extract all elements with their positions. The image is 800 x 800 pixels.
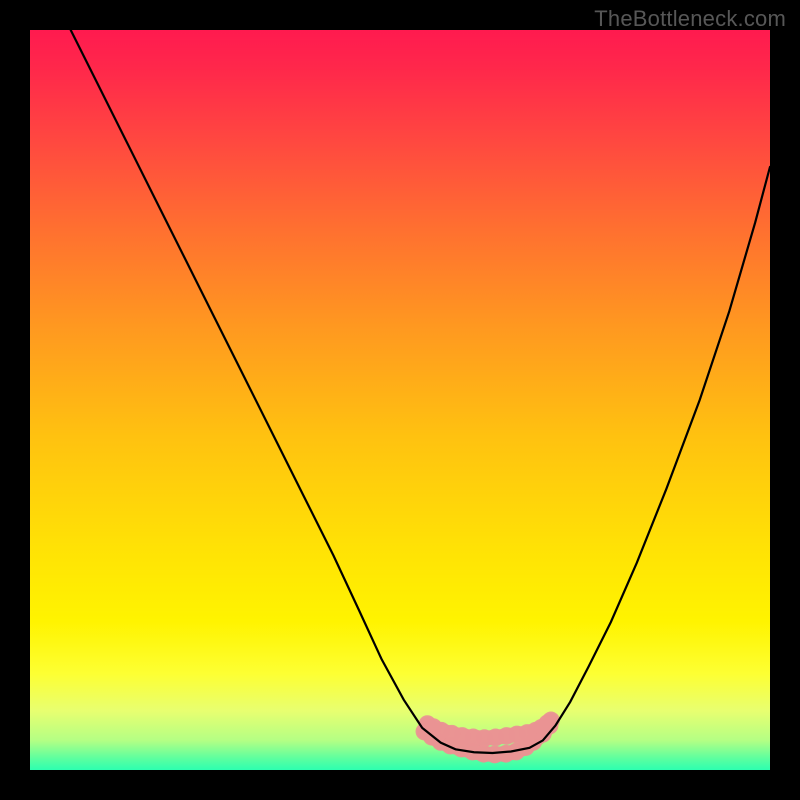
- watermark-text: TheBottleneck.com: [594, 6, 786, 32]
- chart-background: [30, 30, 770, 770]
- bottleneck-chart: [0, 0, 800, 800]
